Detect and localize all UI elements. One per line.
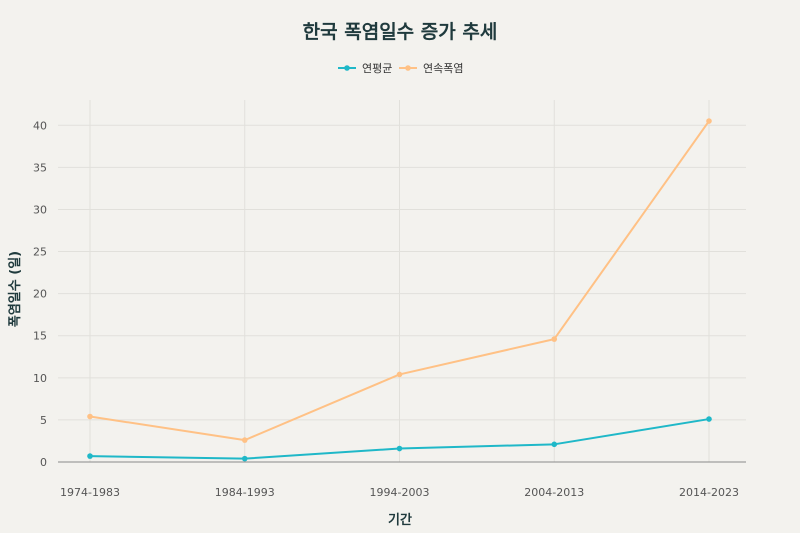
axes: 0 5 10 15 20 25 30 35 40 1974-1983 1984-1993 1994-2… [33,119,746,499]
data-point[interactable] [87,413,93,420]
data-point[interactable] [87,453,93,459]
data-point[interactable] [551,441,558,448]
data-point[interactable] [706,118,712,124]
chart-title: 한국 폭염일수 증가 추세 [303,21,498,43]
y-tick-label: 25 [33,246,47,259]
x-tick-label: 1994-2003 [370,486,430,499]
data-point[interactable] [551,336,558,342]
legend-item-1[interactable]: 연평균 [338,62,392,75]
data-point[interactable] [241,437,248,443]
grid [58,100,746,462]
x-axis-title: 기간 [388,512,412,528]
y-tick-label: 40 [33,119,47,132]
legend-marker [405,65,411,71]
data-point[interactable] [706,416,712,422]
y-tick-label: 0 [40,456,47,469]
data-point[interactable] [396,445,403,452]
legend-label: 연평균 [362,62,392,75]
data-point[interactable] [241,455,248,462]
series-layer [87,118,712,462]
y-tick-label: 20 [33,288,47,301]
y-tick-label: 5 [40,414,47,427]
legend-label: 연속폭염 [423,62,463,75]
x-tick-label: 2004-2013 [524,486,584,499]
data-point[interactable] [396,371,403,378]
y-axis-title: 폭염일수 (일) [7,251,23,327]
legend-item-2[interactable]: 연속폭염 [399,62,463,75]
legend: 연평균 연속폭염 [338,62,463,75]
x-tick-label: 1974-1983 [60,486,120,499]
x-tick-label: 1984-1993 [215,486,275,499]
legend-marker [344,65,350,71]
x-tick-label: 2014-2023 [679,486,739,499]
y-tick-label: 35 [33,161,47,174]
y-tick-label: 15 [33,330,47,343]
y-tick-label: 10 [33,372,47,385]
y-tick-label: 30 [33,203,47,216]
